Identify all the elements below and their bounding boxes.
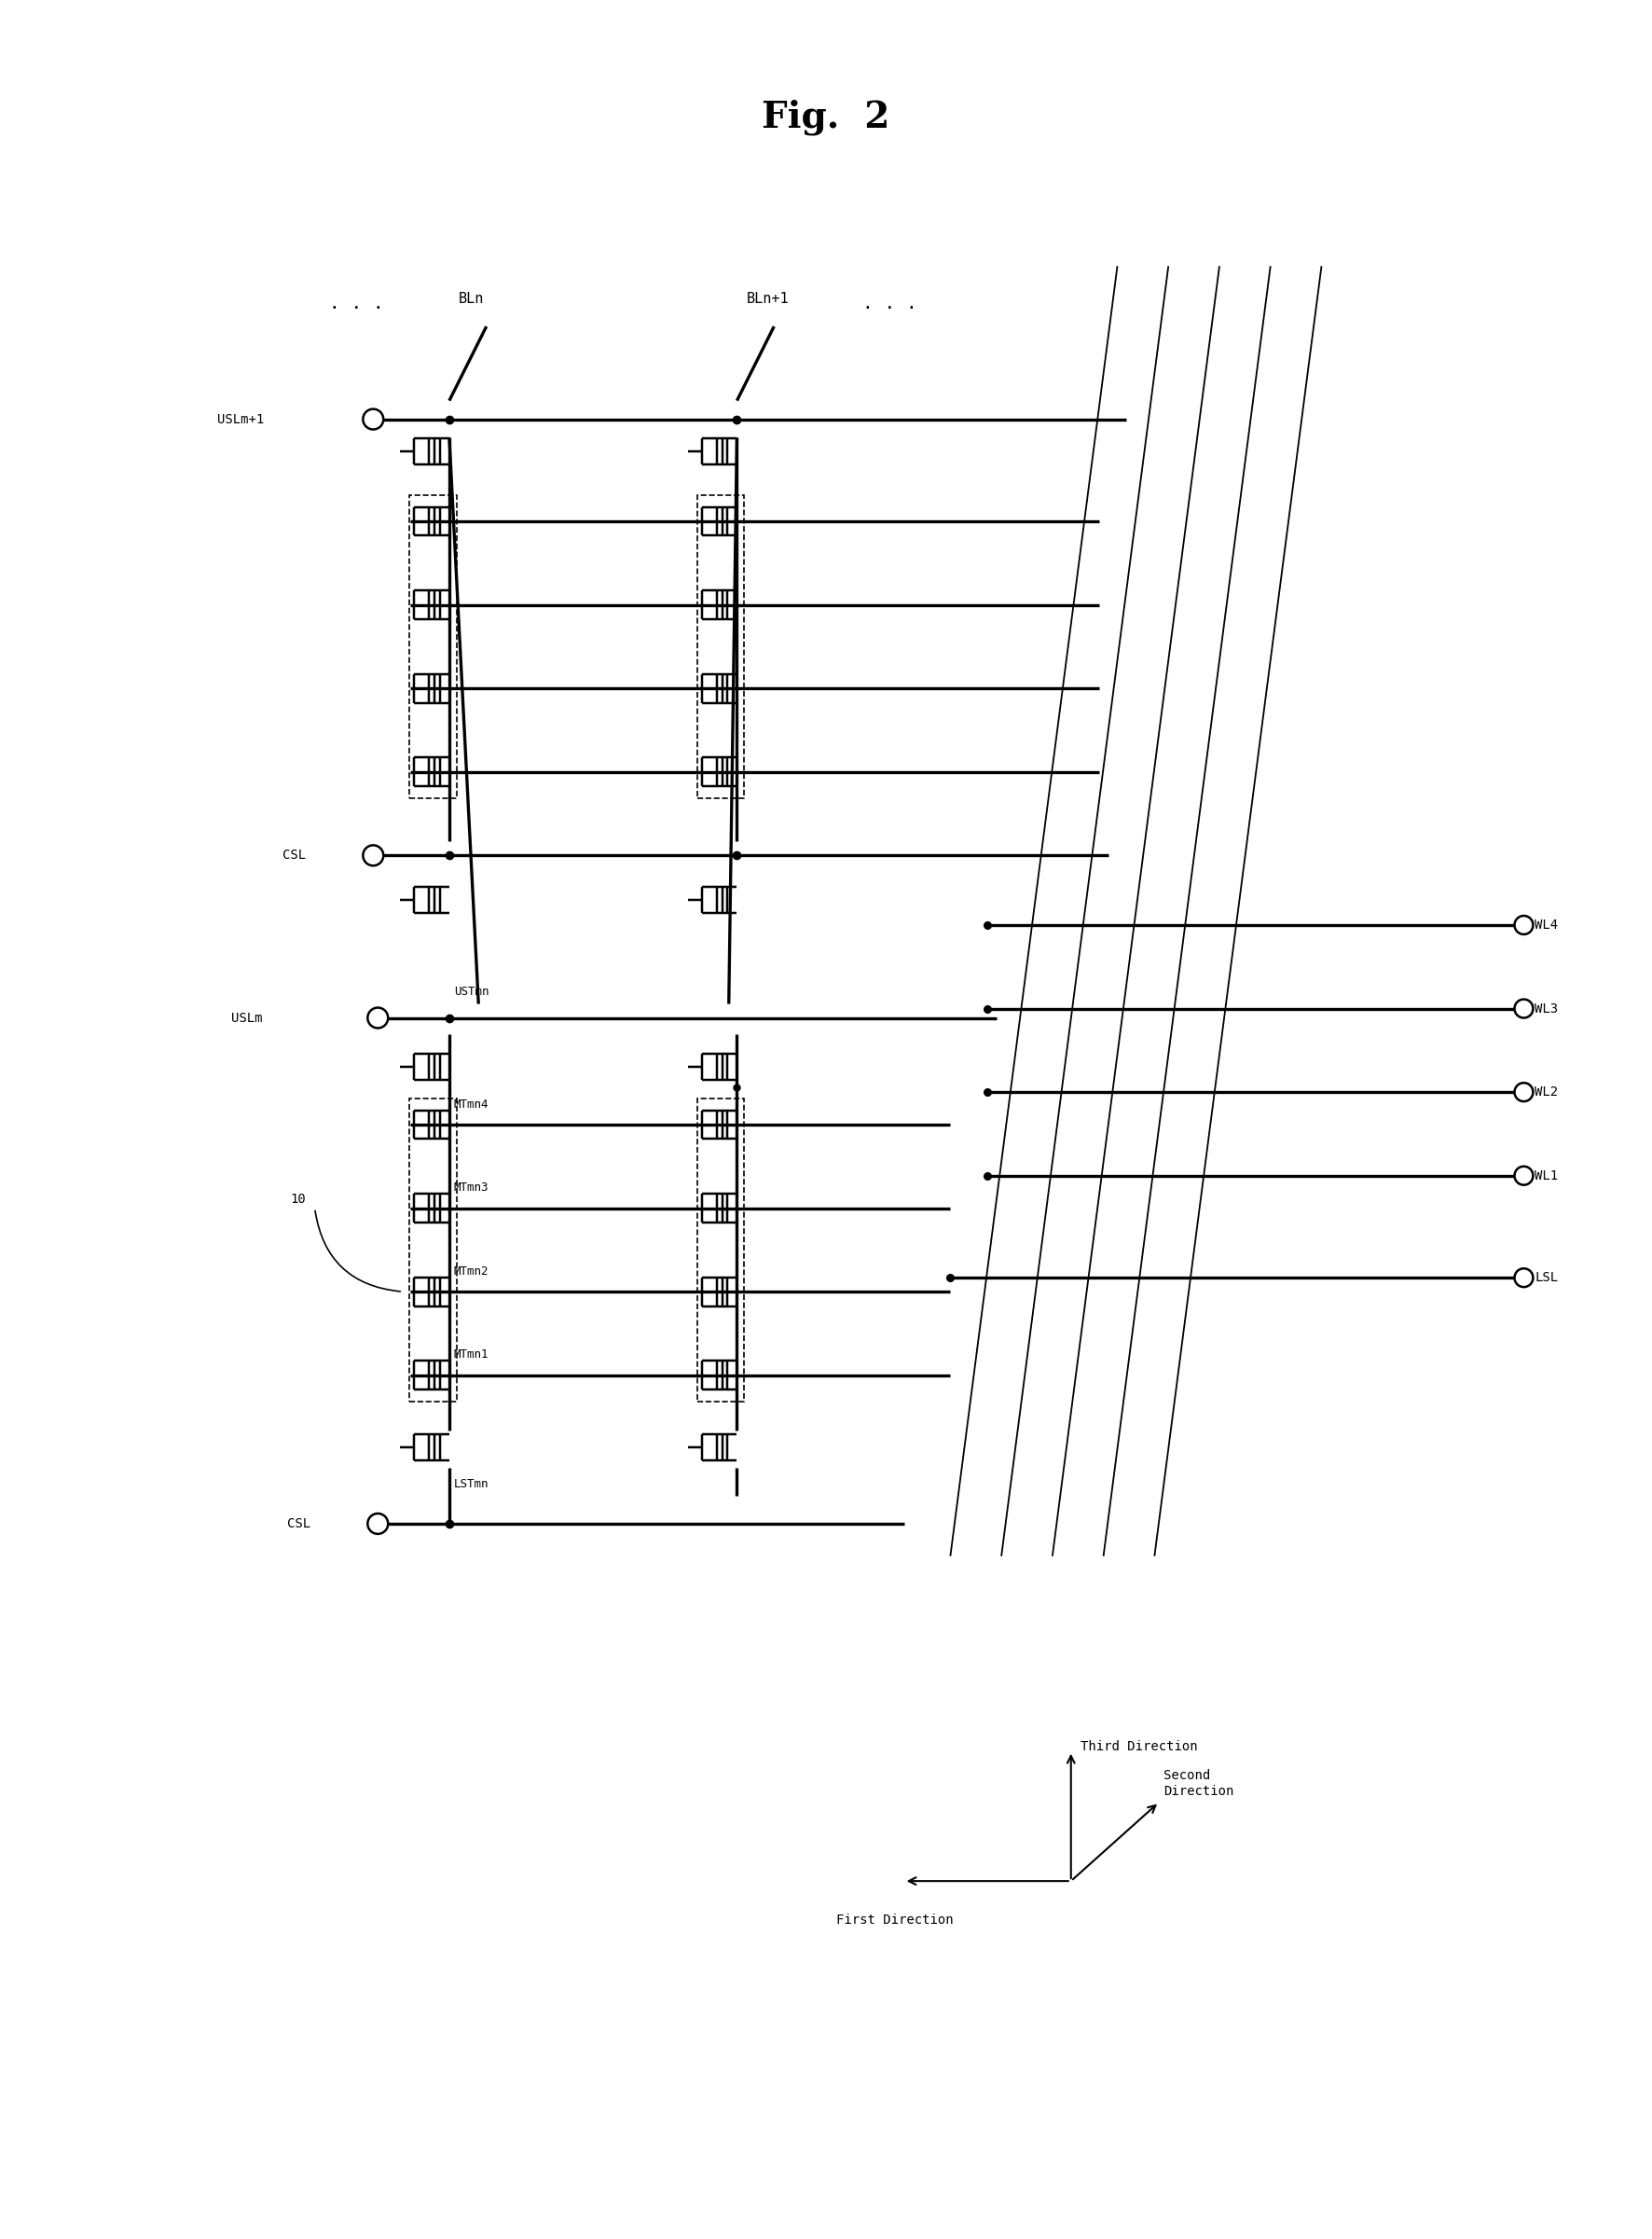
Text: USTmn: USTmn bbox=[454, 985, 489, 999]
Text: Fig.  2: Fig. 2 bbox=[762, 99, 890, 137]
Circle shape bbox=[1515, 999, 1533, 1019]
Text: WL2: WL2 bbox=[1535, 1086, 1558, 1099]
Text: BLn+1: BLn+1 bbox=[747, 291, 788, 305]
Circle shape bbox=[1515, 916, 1533, 934]
Circle shape bbox=[363, 410, 383, 430]
Text: CSL: CSL bbox=[282, 849, 306, 862]
Circle shape bbox=[1515, 1167, 1533, 1184]
Circle shape bbox=[1515, 1270, 1533, 1287]
Text: . . .: . . . bbox=[862, 293, 917, 311]
Text: LSTmn: LSTmn bbox=[454, 1478, 489, 1489]
Circle shape bbox=[368, 1514, 388, 1534]
Bar bbox=[410, 495, 456, 797]
Text: MTmn3: MTmn3 bbox=[454, 1182, 489, 1193]
Bar bbox=[697, 495, 745, 797]
Text: LSL: LSL bbox=[1535, 1272, 1558, 1285]
Text: MTmn4: MTmn4 bbox=[454, 1097, 489, 1111]
Bar bbox=[697, 1099, 745, 1402]
Text: Third Direction: Third Direction bbox=[1080, 1740, 1198, 1753]
Text: CSL: CSL bbox=[287, 1518, 311, 1529]
Text: USLm+1: USLm+1 bbox=[218, 412, 264, 425]
Text: WL3: WL3 bbox=[1535, 1003, 1558, 1014]
Text: . . .: . . . bbox=[329, 293, 383, 311]
Text: MTmn1: MTmn1 bbox=[454, 1348, 489, 1361]
Bar bbox=[410, 1099, 456, 1402]
Circle shape bbox=[363, 846, 383, 866]
Circle shape bbox=[368, 1008, 388, 1028]
Text: Second
Direction: Second Direction bbox=[1163, 1769, 1234, 1798]
Text: MTmn2: MTmn2 bbox=[454, 1265, 489, 1276]
Text: USLm: USLm bbox=[231, 1012, 263, 1025]
Text: First Direction: First Direction bbox=[836, 1914, 953, 1926]
Circle shape bbox=[1515, 1084, 1533, 1102]
Text: BLn: BLn bbox=[459, 291, 484, 305]
Text: WL1: WL1 bbox=[1535, 1169, 1558, 1182]
Text: 10: 10 bbox=[289, 1193, 306, 1205]
Text: WL4: WL4 bbox=[1535, 918, 1558, 931]
